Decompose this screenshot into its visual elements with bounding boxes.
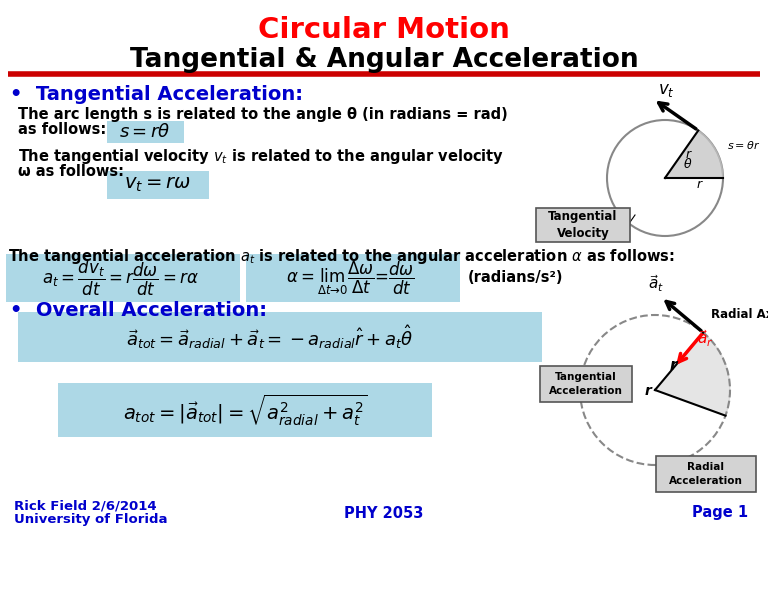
Text: r: r [645,384,652,398]
Text: Rick Field 2/6/2014: Rick Field 2/6/2014 [14,499,157,512]
Text: $\theta$: $\theta$ [683,157,693,171]
FancyBboxPatch shape [6,254,240,302]
Text: $v_t = r\omega$: $v_t = r\omega$ [124,176,190,195]
Text: Tangential & Angular Acceleration: Tangential & Angular Acceleration [130,47,638,73]
FancyBboxPatch shape [246,254,460,302]
Text: $\alpha = \lim_{\Delta t \to 0}\dfrac{\Delta\omega}{\Delta t} = \dfrac{d\omega}{: $\alpha = \lim_{\Delta t \to 0}\dfrac{\D… [286,259,415,297]
Text: Radial Axis: Radial Axis [711,308,768,321]
FancyBboxPatch shape [18,312,542,362]
Text: Radial
Acceleration: Radial Acceleration [669,463,743,486]
Text: •  Overall Acceleration:: • Overall Acceleration: [10,301,267,320]
Text: r: r [685,148,690,161]
Text: $a_{tot} = |\vec{a}_{tot}| = \sqrt{a_{radial}^2 + a_t^2}$: $a_{tot} = |\vec{a}_{tot}| = \sqrt{a_{ra… [123,393,367,428]
Text: $s = r\theta$: $s = r\theta$ [119,123,170,141]
Text: The tangential acceleration $a_t$ is related to the angular acceleration $\alpha: The tangential acceleration $a_t$ is rel… [8,247,675,266]
Text: r: r [697,178,702,191]
Text: (radians/s²): (radians/s²) [468,270,564,285]
Text: Page 1: Page 1 [692,505,748,521]
Text: University of Florida: University of Florida [14,514,167,527]
Text: $v_t$: $v_t$ [658,81,675,99]
Text: ω as follows:: ω as follows: [18,164,124,180]
FancyBboxPatch shape [656,456,756,492]
FancyBboxPatch shape [58,383,432,437]
Polygon shape [665,130,723,178]
Text: The arc length s is related to the angle θ (in radians = rad): The arc length s is related to the angle… [18,107,508,123]
Text: $\vec{a}_r$: $\vec{a}_r$ [697,329,713,349]
Text: $s = \theta r$: $s = \theta r$ [727,139,760,151]
Text: $a_t = \dfrac{dv_t}{dt} = r\dfrac{d\omega}{dt} = r\alpha$: $a_t = \dfrac{dv_t}{dt} = r\dfrac{d\omeg… [41,258,198,298]
FancyBboxPatch shape [107,121,184,143]
Text: Tangential
Acceleration: Tangential Acceleration [549,372,623,396]
Text: as follows:: as follows: [18,123,106,138]
Text: •  Tangential Acceleration:: • Tangential Acceleration: [10,84,303,104]
FancyBboxPatch shape [107,171,209,199]
FancyBboxPatch shape [540,366,632,402]
Text: The tangential velocity $v_t$ is related to the angular velocity: The tangential velocity $v_t$ is related… [18,148,504,167]
Text: Tangential
Velocity: Tangential Velocity [548,210,617,240]
Text: PHY 2053: PHY 2053 [344,505,424,521]
Text: r: r [670,358,677,373]
Polygon shape [655,333,730,416]
Text: $\vec{a}_t$: $\vec{a}_t$ [648,273,664,294]
Text: Circular Motion: Circular Motion [258,16,510,44]
FancyBboxPatch shape [536,208,630,242]
Text: $\vec{a}_{tot} = \vec{a}_{radial} + \vec{a}_t = -a_{radial}\hat{r} + a_t\hat{\th: $\vec{a}_{tot} = \vec{a}_{radial} + \vec… [126,323,414,351]
